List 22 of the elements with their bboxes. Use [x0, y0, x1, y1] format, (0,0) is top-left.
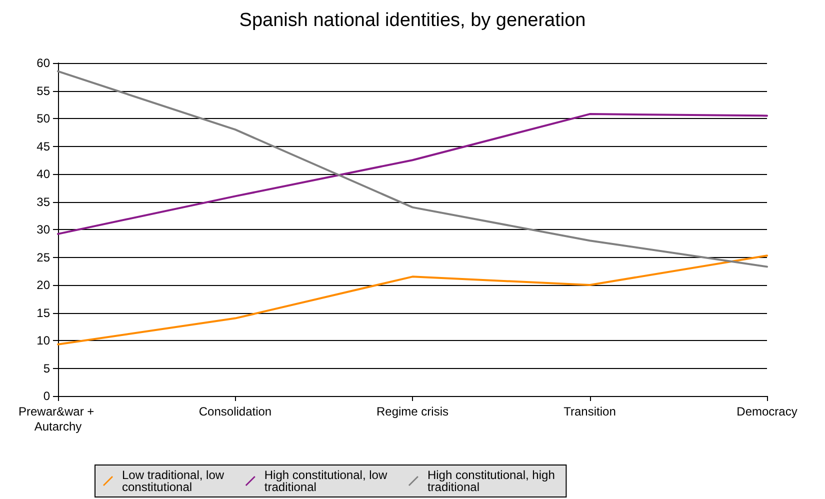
y-tick-label: 50: [36, 112, 50, 126]
y-tick-label: 60: [36, 56, 50, 70]
chart-title: Spanish national identities, by generation: [239, 10, 586, 31]
y-tick-label: 25: [36, 250, 50, 264]
legend-label: High constitutional, low traditional: [264, 468, 390, 494]
y-tick-label: 45: [36, 139, 50, 154]
y-tick-label: 15: [36, 306, 50, 320]
x-tick-label: Transition: [564, 404, 616, 418]
y-tick-label: 0: [43, 389, 50, 403]
y-tick-label: 10: [36, 334, 50, 348]
x-tick-label: Democracy: [736, 404, 798, 418]
legend-label: Low traditional, low constitutional: [122, 468, 228, 494]
y-tick-label: 35: [36, 194, 50, 209]
y-tick-label: 20: [36, 278, 50, 292]
x-tick-label: Regime crisis: [376, 404, 449, 418]
x-tick-label: Prewar&war + Autarchy: [18, 404, 98, 434]
y-tick-label: 40: [36, 167, 50, 181]
y-tick-label: 5: [43, 361, 50, 376]
legend-label: High constitutional, high traditional: [427, 468, 558, 494]
y-tick-label: 55: [36, 84, 50, 98]
x-tick-label: Consolidation: [198, 404, 272, 418]
y-tick-label: 30: [36, 222, 50, 236]
